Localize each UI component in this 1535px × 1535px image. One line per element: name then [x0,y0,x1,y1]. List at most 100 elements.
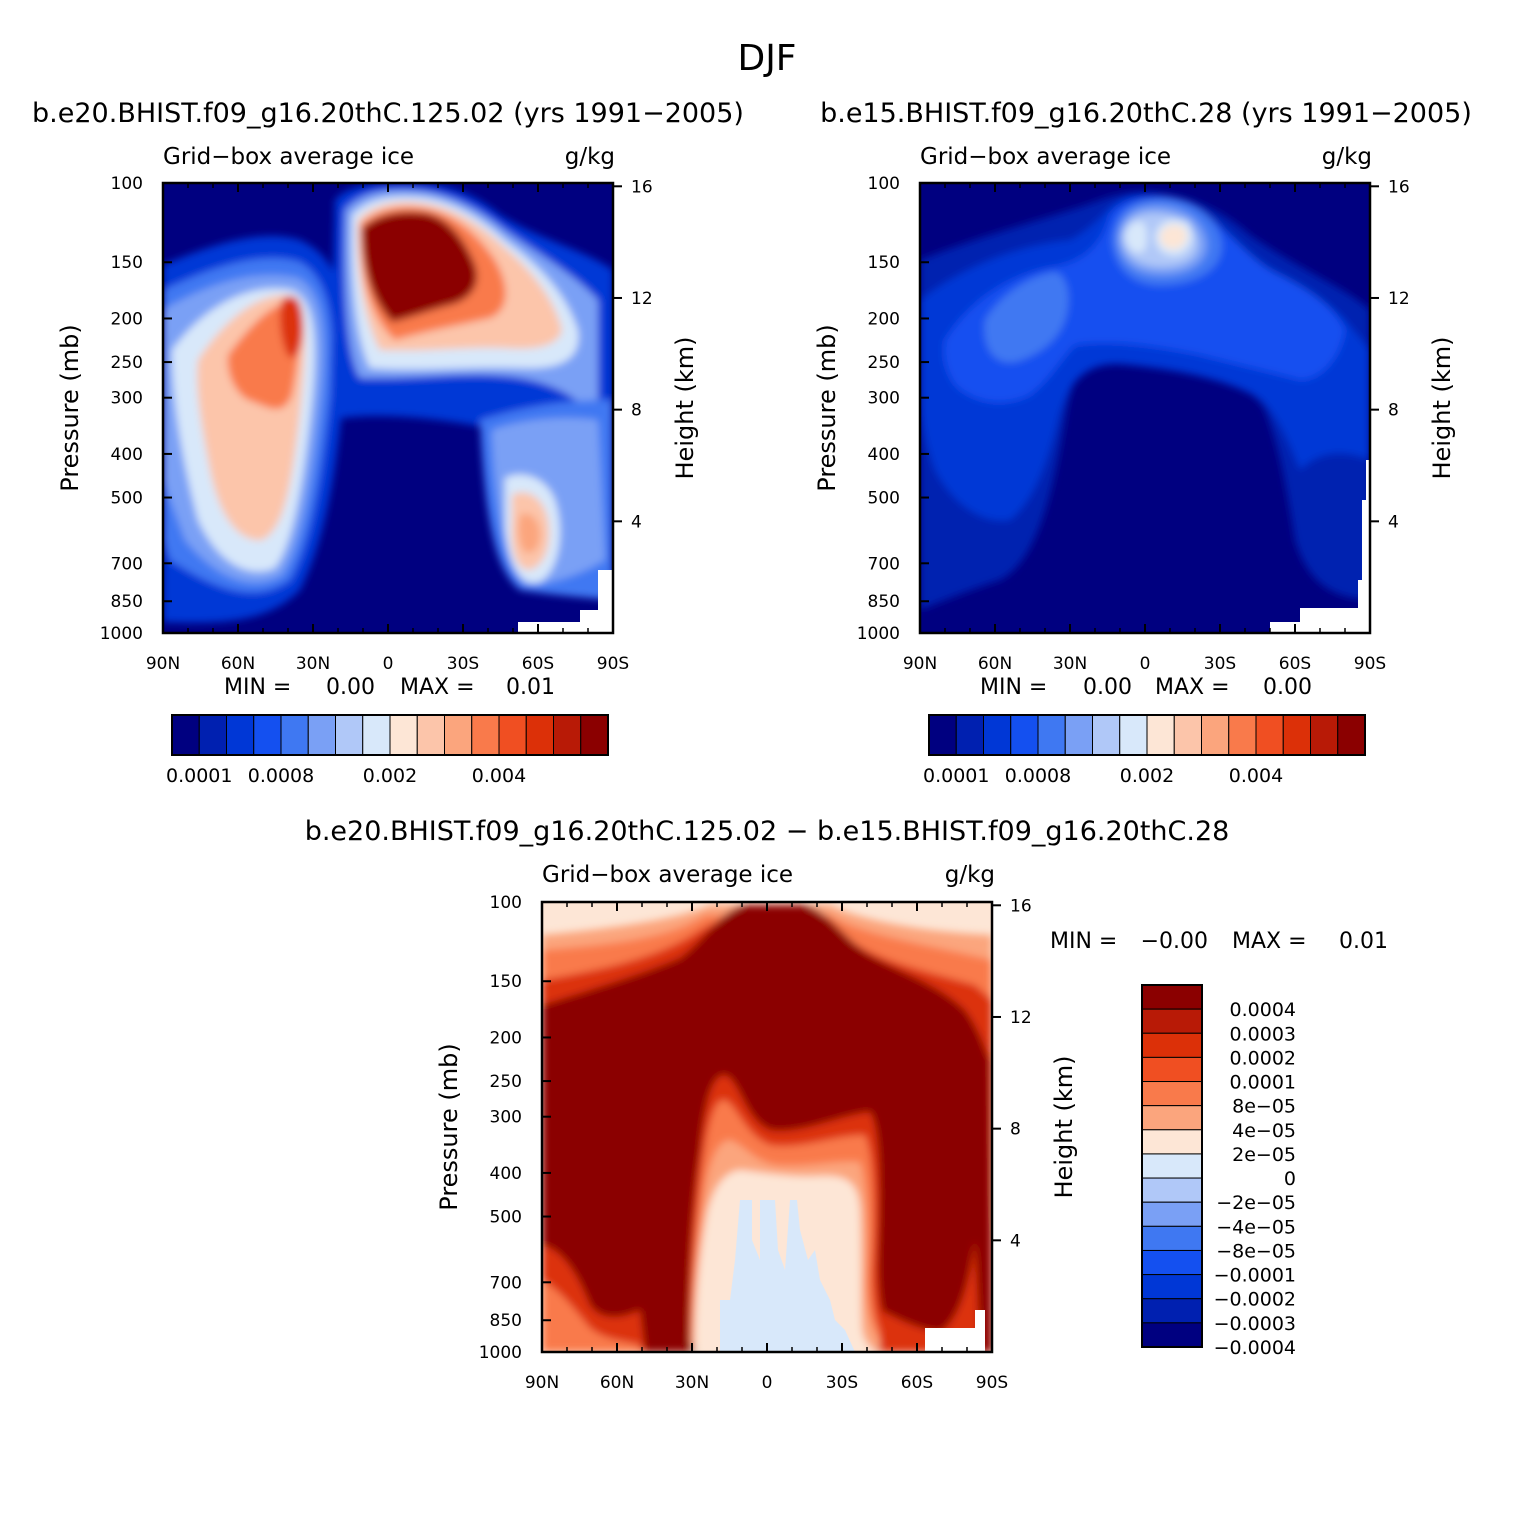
colorbar-label: 0.002 [363,765,417,787]
y-tick-label: 700 [868,554,900,574]
height-tick-label: 12 [1388,289,1410,309]
colorbar-label: −8e−05 [1216,1240,1296,1262]
colorbar-swatch [226,714,255,756]
contour-fill [720,1200,855,1352]
y-tick-label: 500 [111,489,143,509]
colorbar-swatch [498,714,527,756]
panel-1-colorbar: 0.0001 0.0008 0.002 0.004 [166,714,609,787]
colorbar-swatch [171,714,200,756]
colorbar-label: 0.0001 [923,765,989,787]
colorbar-swatch [1141,1225,1203,1251]
x-tick-label: 30S [447,654,479,674]
colorbar-label: 0.0001 [166,765,232,787]
colorbar-swatch [983,714,1012,756]
colorbar-swatch [307,714,336,756]
colorbar-swatch [1282,714,1311,756]
x-tick-label: 90N [146,654,180,674]
colorbar-frame [928,714,1366,756]
colorbar-swatch [1201,714,1230,756]
y-tick-label: 700 [111,554,143,574]
panel-3-left-string: Grid−box average ice [542,862,793,888]
contour-fill [1125,221,1147,253]
contour-fill [880,1240,980,1352]
height-tick-label: 12 [1010,1008,1032,1028]
y-tick-label: 300 [868,389,900,409]
y-tick-label: 1000 [857,624,900,644]
colorbar-label: 0.0008 [248,765,314,787]
panel-3-contours [542,902,992,1352]
y-tick-label: 400 [868,445,900,465]
y-axis-label-right: Height (km) [1050,1056,1078,1199]
figure-title: DJF [737,38,796,79]
panel-1-min-label: MIN = [224,675,291,700]
x-tick-label: 90N [525,1373,559,1393]
height-tick-label: 8 [1388,401,1399,421]
x-tick-label: 30N [296,654,330,674]
colorbar-swatch [362,714,391,756]
colorbar-label: 0.0004 [1230,999,1296,1021]
y-tick-label: 250 [490,1072,522,1092]
colorbar-swatch [525,714,554,756]
x-tick-label: 30N [1053,654,1087,674]
x-tick-label: 60N [221,654,255,674]
panel-1-left-string: Grid−box average ice [163,144,414,170]
x-tick-label: 0 [383,654,394,674]
y-tick-label: 300 [490,1108,522,1128]
height-tick-label: 4 [1010,1231,1021,1251]
contour-fill [1159,224,1187,250]
colorbar-swatch [280,714,309,756]
height-tick-label: 4 [631,512,642,532]
colorbar-swatch [1337,714,1366,756]
colorbar-label: −2e−05 [1216,1192,1296,1214]
colorbar-swatch [553,714,582,756]
colorbar-swatch [1141,1274,1203,1300]
y-tick-label: 850 [111,592,143,612]
panel-2: b.e15.BHIST.f09_g16.20thC.28 (yrs 1991−2… [813,98,1472,787]
colorbar-frame [1141,984,1203,1348]
colorbar-swatch [1064,714,1093,756]
y-tick-label: 300 [111,389,143,409]
colorbar-swatch [1141,1129,1203,1155]
colorbar-swatch [253,714,282,756]
colorbar-swatch [1141,1322,1203,1348]
x-tick-label: 90S [597,654,629,674]
colorbar-swatch [1173,714,1202,756]
y-tick-label: 700 [490,1273,522,1293]
colorbar-swatch [1141,1177,1203,1203]
colorbar-label: 4e−05 [1232,1120,1296,1142]
y-tick-label: 200 [490,1028,522,1048]
colorbar-label: 0.0003 [1230,1023,1296,1045]
panel-3-max-value: 0.01 [1339,929,1388,954]
y-tick-label: 850 [868,592,900,612]
x-tick-label: 60N [978,654,1012,674]
colorbar-swatch [1010,714,1039,756]
x-tick-label: 0 [1140,654,1151,674]
contour-fill [984,272,1069,363]
panel-1-min-value: 0.00 [326,675,375,700]
y-tick-label: 150 [111,253,143,273]
missing-data-region [518,570,613,633]
colorbar-swatch [1310,714,1339,756]
contour-fill [280,296,304,358]
colorbar-label: 0.0008 [1005,765,1071,787]
colorbar-label: 0.004 [472,765,526,787]
x-tick-label: 90N [903,654,937,674]
y-tick-label: 250 [868,353,900,373]
colorbar-swatch [1037,714,1066,756]
panel-1-units: g/kg [565,144,615,170]
colorbar-swatch [580,714,609,756]
x-tick-label: 30N [675,1373,709,1393]
x-tick-label: 60S [522,654,554,674]
panel-3-min-label: MIN = [1050,929,1117,954]
y-axis-label: Pressure (mb) [813,324,841,491]
panel-1-max-value: 0.01 [506,675,555,700]
contour-fill [542,1280,640,1352]
height-tick-label: 8 [631,401,642,421]
y-tick-label: 150 [868,253,900,273]
panel-1-title: b.e20.BHIST.f09_g16.20thC.125.02 (yrs 19… [32,98,744,129]
colorbar-label: 0.002 [1120,765,1174,787]
panel-2-min-label: MIN = [980,675,1047,700]
panel-2-units: g/kg [1322,144,1372,170]
panel-3-min-value: −0.00 [1141,929,1208,954]
